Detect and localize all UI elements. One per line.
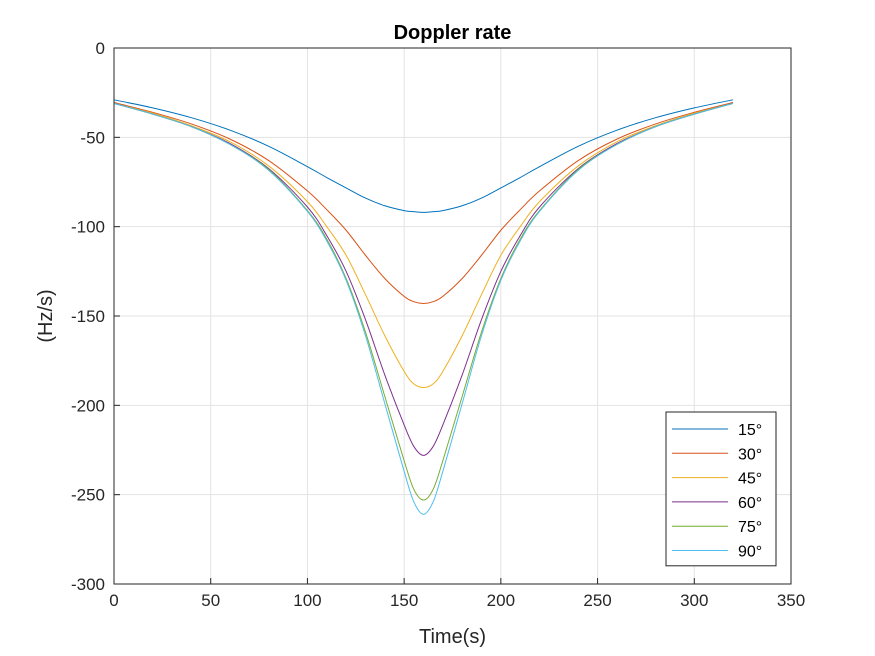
y-tick-label: -150 (71, 307, 105, 326)
y-tick-label: -250 (71, 486, 105, 505)
x-tick-label: 100 (293, 591, 321, 610)
legend-box (665, 411, 777, 567)
legend-label-4: 75° (738, 519, 762, 536)
y-tick-label: -300 (71, 575, 105, 594)
chart-title: Doppler rate (394, 22, 512, 44)
series-line-0 (113, 99, 734, 213)
legend-label-2: 45° (738, 471, 762, 488)
series-line-3 (113, 102, 734, 456)
legend-label-0: 15° (738, 422, 762, 439)
series-line-4 (113, 102, 734, 501)
x-tick-label: 250 (583, 591, 611, 610)
legend: 15° 30° 45° 60° 75° 90° (665, 411, 777, 567)
y-tick-label: 0 (96, 39, 105, 58)
series-line-2 (113, 102, 734, 388)
series-line-1 (113, 102, 734, 304)
x-tick-label: 0 (109, 591, 118, 610)
series-line-5 (113, 102, 734, 515)
y-tick-label: -50 (80, 128, 105, 147)
x-axis-label: Time(s) (419, 626, 486, 648)
legend-label-1: 30° (738, 446, 762, 463)
legend-label-3: 60° (738, 495, 762, 512)
series-layer (113, 99, 734, 515)
x-tick-label: 300 (680, 591, 708, 610)
x-tick-label: 350 (777, 591, 805, 610)
y-tick-label: -200 (71, 396, 105, 415)
y-tick-label: -100 (71, 218, 105, 237)
legend-label-5: 90° (738, 544, 762, 561)
ticks: 0 50 100 150 200 250 300 350 0 -50 -100 -150 -200 -25… (71, 39, 805, 610)
x-tick-label: 200 (487, 591, 515, 610)
y-axis-label: (Hz/s) (35, 289, 57, 342)
x-tick-label: 50 (201, 591, 220, 610)
x-tick-label: 150 (390, 591, 418, 610)
